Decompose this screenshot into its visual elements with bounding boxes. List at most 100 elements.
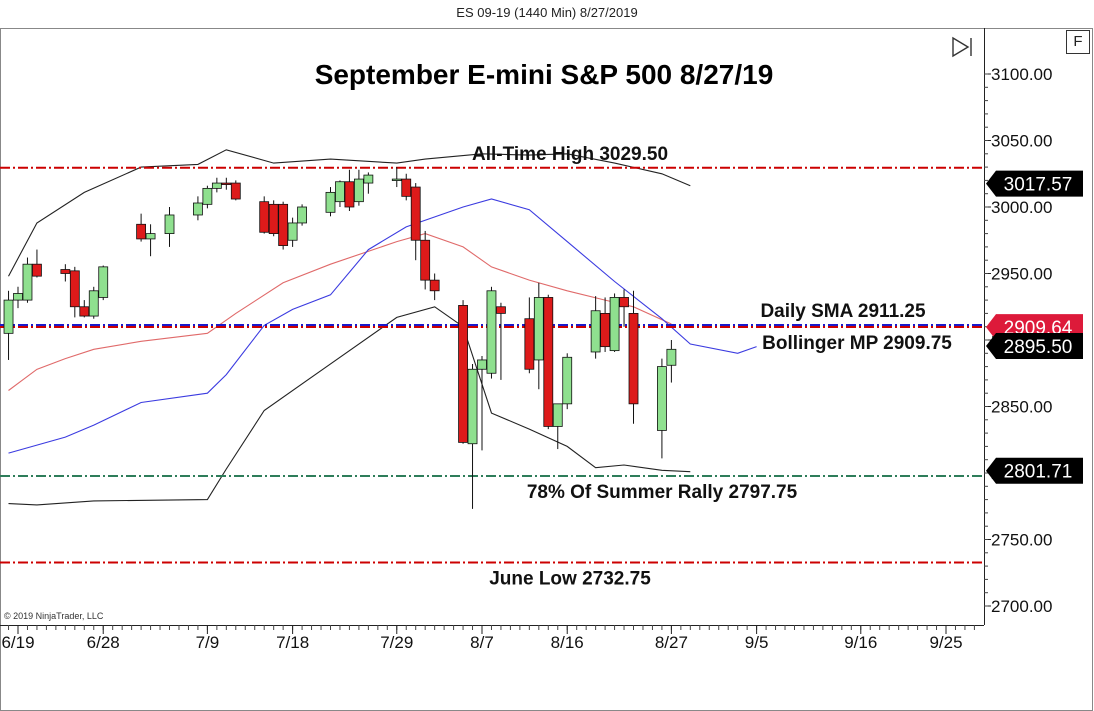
candle-2019-07-02: [136, 213, 147, 242]
indicator-line-0: [8, 233, 672, 391]
f-button[interactable]: F: [1066, 30, 1090, 54]
candle-2019-08-27: [666, 340, 677, 383]
candle-2019-07-18: [287, 217, 298, 247]
x-tick-label: 7/9: [196, 633, 220, 652]
candle-body: [211, 182, 222, 189]
candle-body: [600, 312, 611, 348]
candle-body: [486, 290, 497, 374]
candle-body: [98, 266, 109, 298]
candle-2019-07-17: [278, 201, 289, 250]
candle-body: [69, 270, 80, 308]
candle-2019-07-11: [221, 177, 232, 190]
x-tick-label: 9/5: [745, 633, 769, 652]
candle-2019-06-27: [88, 286, 99, 319]
candle-2019-07-08: [193, 196, 203, 221]
price-marker-0: 3017.57: [986, 170, 1083, 197]
candle-2019-07-24: [344, 169, 355, 211]
candle-body: [467, 368, 478, 445]
candle-2019-08-20: [600, 297, 611, 352]
candle-body: [363, 174, 374, 184]
candle-body: [609, 297, 620, 352]
candle-body: [13, 293, 23, 301]
x-tick-label: 6/19: [1, 633, 34, 652]
candle-2019-07-29: [391, 167, 402, 188]
candle-2019-07-10: [211, 177, 222, 193]
horizontal-levels: All-Time High 3029.50 Daily SMA 2911.25 Bo…: [0, 144, 984, 589]
candle-body: [657, 366, 667, 431]
candle-2019-08-09: [496, 302, 506, 380]
candle-body: [666, 348, 677, 366]
copyright-text: © 2019 NinjaTrader, LLC: [4, 611, 104, 621]
candle-body: [278, 203, 289, 246]
candle-2019-07-25: [353, 169, 364, 206]
candle-body: [60, 269, 71, 274]
x-tick-label: 9/25: [929, 633, 962, 652]
candle-body: [202, 187, 213, 205]
y-tick-label: 2950.00: [991, 265, 1052, 284]
price-marker-label: 2895.50: [1004, 337, 1073, 358]
candle-body: [533, 297, 544, 361]
candle-2019-08-21: [609, 293, 620, 352]
price-marker-tag: [986, 457, 1083, 484]
candle-2019-08-19: [590, 296, 601, 359]
candle-body: [268, 203, 279, 234]
candle-body: [562, 356, 573, 405]
candle-2019-08-26: [657, 358, 667, 459]
candle-body: [136, 223, 147, 240]
candle-2019-07-30: [401, 173, 412, 201]
candle-body: [297, 206, 307, 224]
candle-2019-07-22: [325, 187, 336, 217]
candle-2019-07-16: [268, 200, 279, 237]
indicator-lines: [8, 149, 757, 506]
y-tick-label: 2700.00: [991, 597, 1052, 616]
y-tick-label: 3100.00: [991, 65, 1052, 84]
candle-2019-08-07: [477, 355, 487, 451]
candle-body: [145, 233, 156, 240]
x-tick-label: 8/16: [551, 633, 584, 652]
x-tick-label: 7/29: [380, 633, 413, 652]
candle-2019-07-31: [410, 183, 421, 261]
candle-2019-08-14: [543, 294, 554, 430]
y-tick-label: 2750.00: [991, 531, 1052, 550]
price-marker-2: 2895.50: [986, 332, 1083, 359]
level-label-1: Daily SMA 2911.25: [760, 301, 926, 322]
candle-body: [628, 312, 639, 405]
x-tick-label: 7/18: [276, 633, 309, 652]
chart-header: ES 09-19 (1440 Min) 8/27/2019: [456, 5, 638, 20]
indicator-line-2: [8, 149, 691, 277]
candle-body: [420, 239, 431, 281]
candle-body: [325, 191, 336, 213]
price-marker-label: 3017.57: [1004, 175, 1073, 196]
candle-body: [79, 306, 90, 317]
candle-body: [287, 222, 298, 241]
candle-2019-06-26: [79, 300, 90, 318]
candle-2019-07-09: [202, 185, 213, 209]
candle-body: [88, 290, 99, 317]
end-of-bars-icon[interactable]: [952, 36, 972, 58]
candle-2019-08-01: [420, 230, 431, 290]
x-tick-label: 8/7: [470, 633, 494, 652]
candle-2019-07-19: [297, 204, 307, 226]
candle-body: [193, 202, 203, 216]
candle-body: [543, 297, 554, 427]
level-label-4: June Low 2732.75: [489, 568, 651, 589]
x-tick-label: 9/16: [844, 633, 877, 652]
candle-2019-08-08: [486, 286, 497, 379]
level-label-0: All-Time High 3029.50: [472, 144, 668, 165]
level-label-2: Bollinger MP 2909.75: [762, 333, 952, 354]
candle-2019-08-05: [458, 300, 468, 444]
price-marker-tag: [986, 170, 1083, 197]
candle-body: [335, 181, 345, 203]
candle-2019-06-20: [22, 257, 33, 303]
candle-2019-08-02: [429, 273, 440, 301]
candle-2019-07-05: [164, 207, 175, 247]
candle-body: [410, 186, 421, 241]
candle-2019-06-18: [3, 290, 14, 360]
candle-2019-06-21: [32, 249, 42, 278]
candle-2019-08-13: [533, 282, 544, 390]
chart-title: September E-mini S&P 500 8/27/19: [315, 59, 774, 90]
y-tick-label: 3050.00: [991, 132, 1052, 151]
candle-body: [552, 403, 563, 427]
